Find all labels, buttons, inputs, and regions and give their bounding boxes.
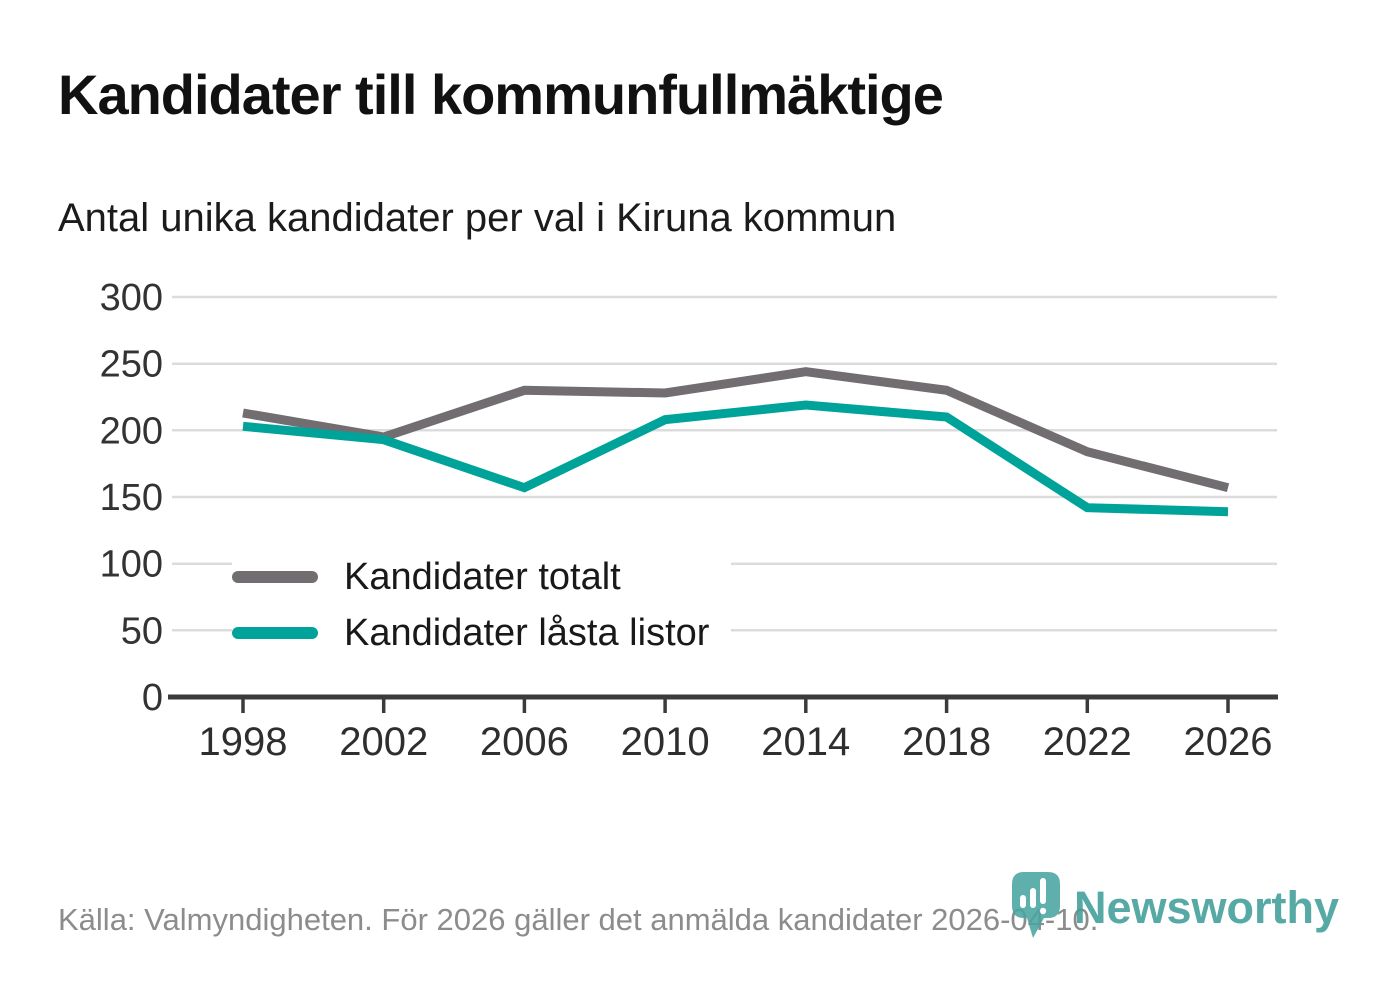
newsworthy-pin-barchart-icon — [1012, 872, 1060, 938]
source-note: Källa: Valmyndigheten. För 2026 gäller d… — [58, 902, 1099, 937]
newsworthy-logo: Newsworthy — [1006, 868, 1339, 946]
series-line-1 — [242, 400, 1229, 517]
y-tick-label-250: 250 — [100, 344, 163, 386]
legend-swatch-kandidater-lasta-listor — [232, 627, 318, 639]
legend-swatch-kandidater-totalt — [232, 571, 318, 583]
chart-legend: Kandidater totalt Kandidater låsta listo… — [232, 549, 732, 661]
newsworthy-brand-text: Newsworthy — [1074, 882, 1340, 933]
x-tick-label-2014: 2014 — [761, 720, 850, 764]
logo-exclamation-dot — [1039, 907, 1047, 915]
series-line-0 — [242, 367, 1230, 493]
y-tick-label-0: 0 — [142, 677, 163, 719]
y-tick-label-100: 100 — [100, 544, 163, 586]
y-tick-label-50: 50 — [121, 610, 163, 652]
x-tick-label-2026: 2026 — [1184, 720, 1273, 764]
legend-item-kandidater-totalt: Kandidater totalt — [232, 549, 732, 605]
y-tick-label-300: 300 — [100, 277, 163, 319]
x-tick-label-2010: 2010 — [621, 720, 710, 764]
logo-bar-small — [1020, 895, 1026, 908]
x-tick-label-2022: 2022 — [1043, 720, 1132, 764]
legend-item-kandidater-lasta-listor: Kandidater låsta listor — [232, 605, 732, 661]
logo-bar-tall — [1040, 878, 1046, 904]
chart-subtitle: Antal unika kandidater per val i Kiruna … — [58, 196, 897, 240]
chart-title: Kandidater till kommunfullmäktige — [58, 63, 944, 126]
x-tick-label-2002: 2002 — [339, 720, 428, 764]
legend-label-kandidater-totalt: Kandidater totalt — [344, 555, 621, 598]
x-tick-label-2006: 2006 — [480, 720, 569, 764]
x-tick-label-1998: 1998 — [199, 720, 288, 764]
legend-label-kandidater-lasta-listor: Kandidater låsta listor — [344, 611, 710, 654]
y-tick-label-200: 200 — [100, 410, 163, 452]
y-tick-label-150: 150 — [100, 477, 163, 519]
x-tick-label-2018: 2018 — [902, 720, 991, 764]
logo-bar-medium — [1030, 888, 1036, 908]
